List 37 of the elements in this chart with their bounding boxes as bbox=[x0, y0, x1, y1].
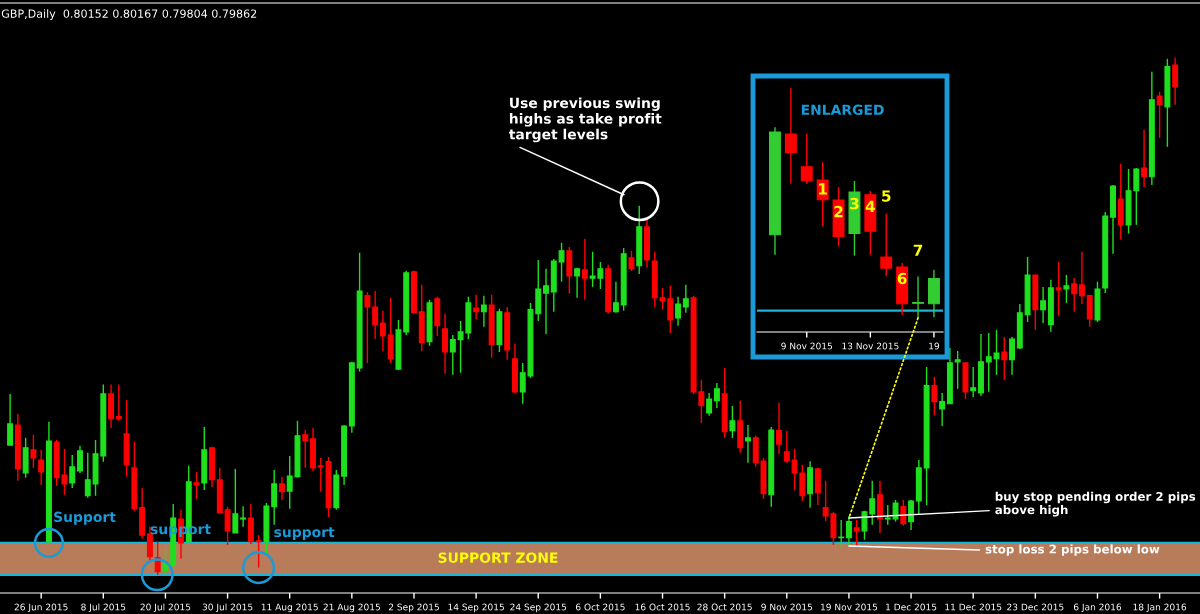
x-tick-label: 2 Sep 2015 bbox=[388, 603, 439, 613]
x-tick-label: 1 Dec 2015 bbox=[886, 603, 937, 611]
annotation: 4 bbox=[865, 200, 875, 212]
x-tick-label: 6 Oct 2015 bbox=[575, 603, 625, 611]
annotation: 2 bbox=[834, 205, 843, 218]
annotation: stop loss 2 pips below low bbox=[985, 544, 1160, 556]
annotation: 1 bbox=[819, 183, 827, 195]
x-tick-label: 14 Sep 2015 bbox=[448, 603, 504, 613]
x-tick-label: 19 bbox=[929, 342, 940, 350]
x-tick-label: 23 Dec 2015 bbox=[1007, 603, 1064, 611]
annotation: 3 bbox=[850, 197, 859, 210]
x-tick-label: 9 Nov 2015 bbox=[761, 603, 813, 611]
x-tick-label: 30 Jul 2015 bbox=[202, 603, 253, 613]
annotation: Use previous swing highs as take profit target levels bbox=[508, 97, 662, 143]
annotation: buy stop pending order 2 pips above high bbox=[995, 491, 1196, 517]
x-tick-label: 21 Aug 2015 bbox=[323, 603, 380, 613]
x-tick-label: 24 Sep 2015 bbox=[510, 603, 567, 613]
x-tick-label: 26 Jun 2015 bbox=[14, 603, 68, 613]
x-tick-label: 13 Nov 2015 bbox=[842, 342, 899, 350]
x-tick-label: 8 Jul 2015 bbox=[81, 603, 126, 613]
annotation: support bbox=[274, 527, 335, 540]
x-tick-label: 11 Dec 2015 bbox=[945, 603, 1002, 611]
annotation: 7 bbox=[913, 244, 923, 256]
annotation: Support bbox=[54, 511, 116, 525]
x-tick-label: 20 Jul 2015 bbox=[140, 603, 191, 613]
band-label: SUPPORT ZONE bbox=[438, 552, 558, 563]
x-tick-label: 6 Jan 2016 bbox=[1073, 603, 1122, 613]
x-tick-label: 16 Oct 2015 bbox=[635, 603, 690, 611]
annotation: 5 bbox=[882, 190, 891, 202]
x-tick-label: 11 Aug 2015 bbox=[261, 603, 318, 613]
annotation: ENLARGED bbox=[801, 104, 884, 116]
x-tick-label: 28 Oct 2015 bbox=[697, 603, 752, 611]
annotation: 6 bbox=[897, 272, 907, 285]
x-tick-label: 18 Jan 2016 bbox=[1133, 603, 1187, 613]
x-tick-label: 9 Nov 2015 bbox=[781, 342, 833, 350]
chart-title: GBP,Daily 0.80152 0.80167 0.79804 0.79862 bbox=[1, 9, 257, 20]
x-tick-label: 19 Nov 2015 bbox=[821, 603, 878, 611]
